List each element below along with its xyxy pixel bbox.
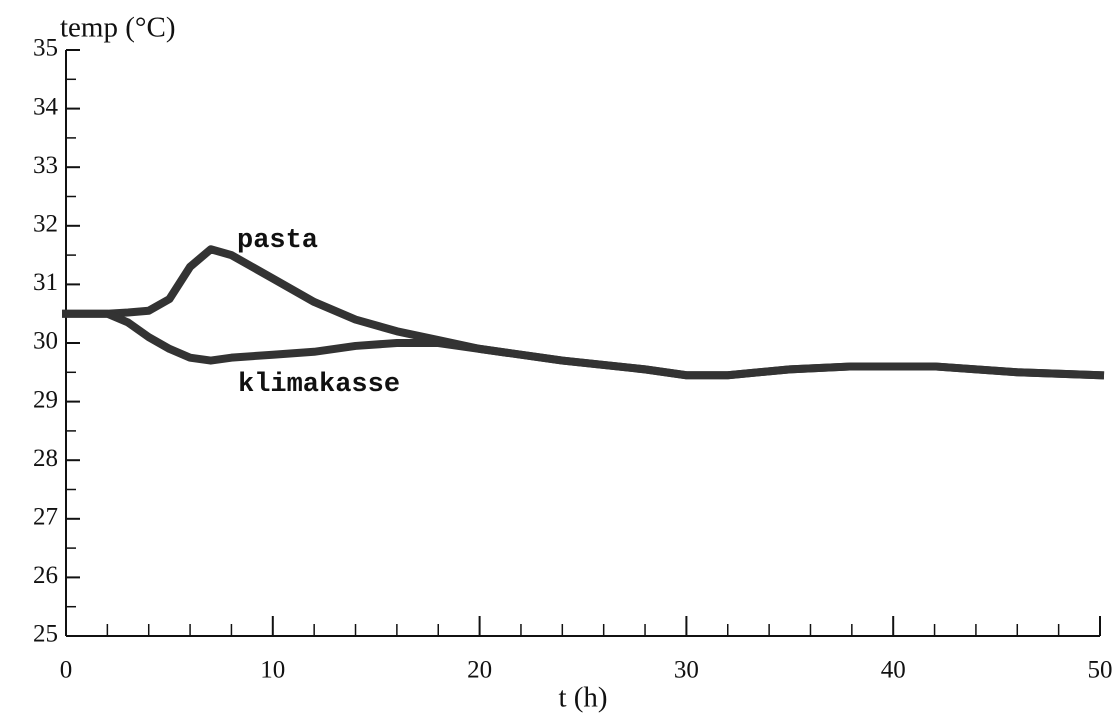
x-tick-label: 0 — [60, 657, 73, 684]
y-tick-label: 30 — [33, 328, 58, 355]
x-tick-label: 50 — [1088, 657, 1113, 684]
y-axis-label: temp (°C) — [60, 12, 176, 44]
x-axis-label: t (h) — [558, 682, 607, 714]
series-line — [62, 309, 1105, 380]
annotation: klimakasse — [238, 370, 400, 400]
annotation: pasta — [237, 226, 318, 256]
x-tick-label: 30 — [674, 657, 699, 684]
y-tick-label: 29 — [33, 386, 58, 413]
x-tick-label: 40 — [881, 657, 906, 684]
y-tick-label: 35 — [33, 35, 58, 62]
x-tick-label: 20 — [467, 657, 492, 684]
y-tick-label: 33 — [33, 152, 58, 179]
y-tick-label: 28 — [33, 445, 58, 472]
y-tick-label: 31 — [33, 269, 58, 296]
y-tick-label: 25 — [33, 621, 58, 648]
x-tick-label: 10 — [260, 657, 285, 684]
y-tick-label: 32 — [33, 211, 58, 238]
y-tick-label: 26 — [33, 562, 58, 589]
y-tick-label: 34 — [33, 93, 59, 120]
y-tick-label: 27 — [33, 504, 58, 531]
